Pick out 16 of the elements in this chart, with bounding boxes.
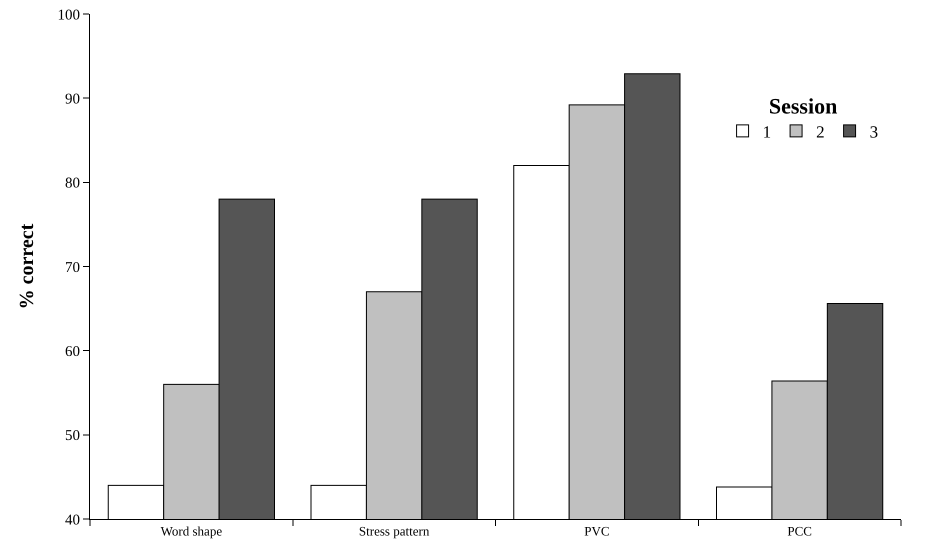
legend-label: 2 — [816, 122, 825, 142]
legend-title: Session — [768, 93, 838, 118]
y-tick-label: 80 — [65, 176, 80, 192]
y-tick-label: 60 — [65, 344, 80, 360]
y-axis-title: % correct — [16, 223, 38, 310]
legend-label: 3 — [870, 122, 878, 142]
y-tick-label: 40 — [65, 512, 80, 528]
x-tick-label: Stress pattern — [358, 524, 430, 539]
x-tick-label: Word shape — [160, 524, 222, 539]
x-tick-label: PCC — [787, 524, 812, 539]
x-tick-label: PVC — [584, 524, 610, 539]
y-tick-label: 100 — [58, 7, 80, 24]
y-tick-label: 50 — [65, 428, 80, 444]
legend-label: 1 — [762, 122, 772, 142]
y-tick-label: 70 — [65, 260, 80, 276]
y-tick-label: 90 — [65, 91, 80, 108]
